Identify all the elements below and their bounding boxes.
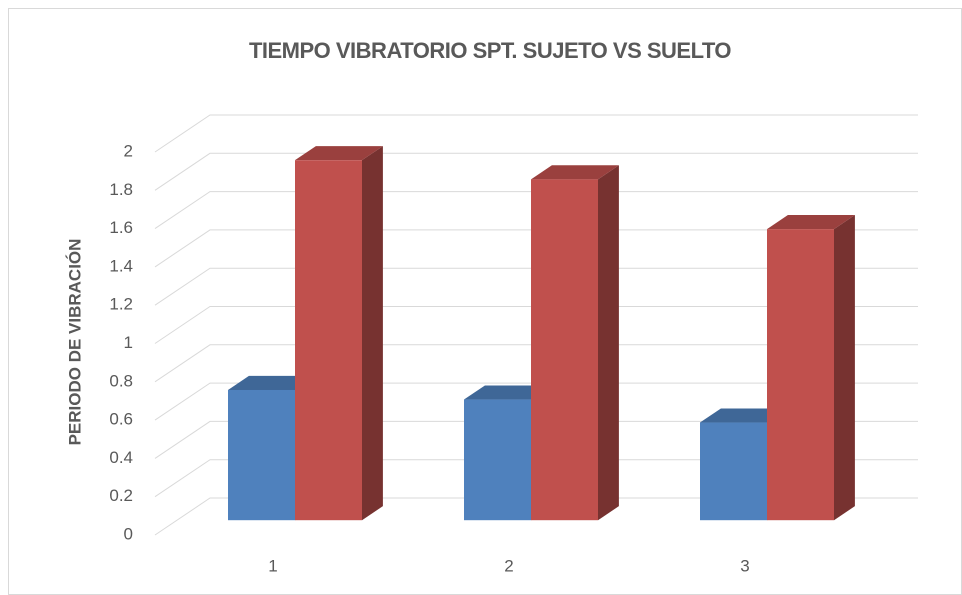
x-tick-label: 2 <box>504 556 513 575</box>
grid-line <box>154 420 918 459</box>
grid-line <box>154 344 918 383</box>
bar <box>295 160 362 521</box>
bar-side <box>598 165 619 521</box>
y-tick-label: 1.6 <box>109 218 133 237</box>
y-tick-label: 0.8 <box>109 371 133 390</box>
grid-line <box>154 267 918 306</box>
y-tick-label: 2 <box>124 141 133 160</box>
x-tick-label: 1 <box>268 556 277 575</box>
grid-line <box>154 497 918 536</box>
bar-top <box>295 146 383 161</box>
grid-line <box>154 114 918 153</box>
y-tick-label: 0.6 <box>109 410 133 429</box>
bar-top <box>700 408 788 423</box>
grid-line <box>154 306 918 344</box>
y-tick-label: 1 <box>124 333 133 352</box>
x-tick-label: 3 <box>740 556 749 575</box>
y-tick-label: 1.2 <box>109 295 133 314</box>
bar <box>228 389 295 521</box>
y-tick-label: 1.8 <box>109 180 133 199</box>
y-tick-label: 0 <box>124 524 133 543</box>
grid-line <box>154 229 918 268</box>
bar-top <box>531 165 619 180</box>
bar-side <box>834 215 855 521</box>
grid-line <box>154 382 918 421</box>
bar-top <box>464 385 552 400</box>
bar <box>464 399 531 521</box>
y-tick-label: 0.4 <box>109 448 133 467</box>
grid-line <box>154 152 918 191</box>
bar-top <box>228 375 316 390</box>
y-tick-label: 0.2 <box>109 486 133 505</box>
bar <box>767 229 834 521</box>
bar <box>531 179 598 521</box>
chart-title: TIEMPO VIBRATORIO SPT. SUJETO VS SUELTO <box>249 38 731 63</box>
bar-side <box>362 146 383 521</box>
grid-line <box>154 459 918 498</box>
y-axis-label: PERIODO DE VIBRACIÓN <box>65 239 84 446</box>
y-tick-label: 1.4 <box>109 256 133 275</box>
bar <box>700 422 767 521</box>
bar-top <box>767 215 855 230</box>
grid-line <box>154 191 918 230</box>
